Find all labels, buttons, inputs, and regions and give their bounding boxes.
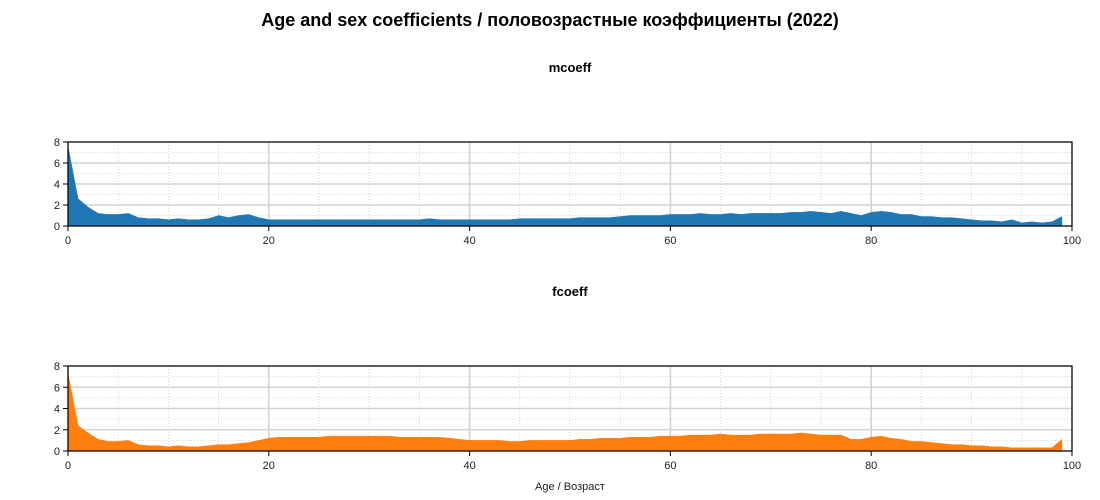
x-tick-label: 20 — [263, 235, 275, 247]
y-tick-label: 2 — [54, 200, 60, 212]
panel-mcoeff: mcoeff 0 20 40 60 80 100 0 2 4 6 8 — [54, 60, 1081, 247]
area-series-mcoeff — [67, 146, 1063, 227]
x-tick-label: 100 — [1063, 460, 1081, 472]
y-tick-label: 4 — [54, 404, 60, 416]
x-tick-label: 60 — [664, 235, 676, 247]
x-tick-label: 40 — [463, 235, 475, 247]
x-tick-label: 20 — [263, 460, 275, 472]
y-tick-label: 6 — [54, 382, 60, 394]
panel-subtitle: mcoeff — [549, 60, 592, 75]
y-tick-label: 0 — [54, 446, 60, 458]
x-tick-label: 0 — [65, 235, 71, 247]
x-tick-label: 0 — [65, 460, 71, 472]
y-tick-label: 6 — [54, 158, 60, 170]
y-tick-label: 2 — [54, 425, 60, 437]
chart-title: Age and sex coefficients / половозрастны… — [261, 10, 839, 30]
y-tick-label: 8 — [54, 137, 60, 149]
x-tick-label: 80 — [865, 460, 877, 472]
y-tick-label: 4 — [54, 179, 60, 191]
x-tick-label: 80 — [865, 235, 877, 247]
panel-subtitle: fcoeff — [552, 284, 588, 299]
x-tick-label: 40 — [463, 460, 475, 472]
x-tick-label: 60 — [664, 460, 676, 472]
panel-fcoeff: fcoeff 0 20 40 60 80 100 0 2 4 6 8 Age / Возраст — [54, 284, 1081, 493]
area-series-fcoeff — [67, 373, 1063, 452]
x-tick-label: 100 — [1063, 235, 1081, 247]
y-tick-label: 0 — [54, 221, 60, 233]
y-tick-label: 8 — [54, 361, 60, 373]
x-axis-label: Age / Возраст — [535, 481, 605, 493]
